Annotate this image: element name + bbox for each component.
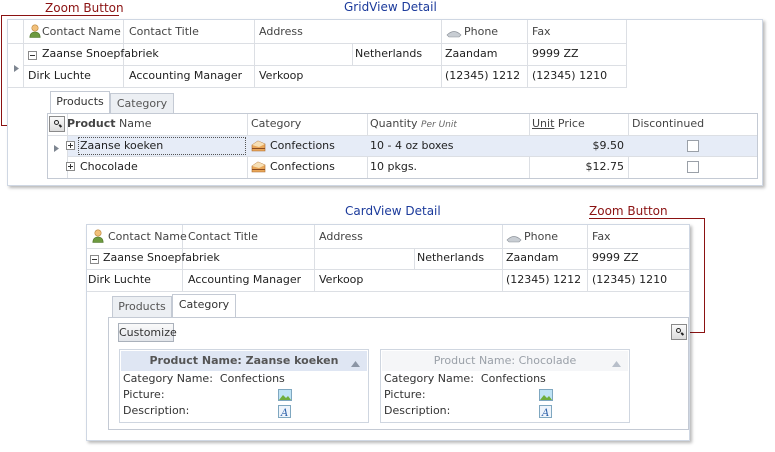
postal-code: 9999 ZZ <box>592 251 639 264</box>
card-zoom-button[interactable] <box>671 324 687 340</box>
address: Verkoop <box>259 69 304 82</box>
row-indicator-icon <box>14 62 19 72</box>
product-quantity: 10 pkgs. <box>370 160 418 173</box>
gridview-panel: Contact Name Contact Title Address Phone… <box>7 19 763 186</box>
collapse-master-row-button[interactable] <box>28 51 37 60</box>
expand-row-button[interactable] <box>66 141 75 150</box>
grid-zoom-callout-label: Zoom Button <box>45 1 124 15</box>
col-header-quantity[interactable]: Quantity Per Unit <box>370 117 457 130</box>
products-detail-grid: Product Name Category Quantity Per Unit … <box>47 113 758 179</box>
discontinued-checkbox[interactable] <box>687 161 699 173</box>
contact-person-icon <box>29 24 41 38</box>
col-header-contact-name[interactable]: Contact Name <box>42 25 121 38</box>
chevron-up-icon[interactable] <box>612 357 621 367</box>
country: Netherlands <box>355 47 423 60</box>
picture-icon <box>278 389 292 401</box>
card-title: Product Name: Zaanse koeken <box>121 351 367 371</box>
product-price: $12.75 <box>585 160 625 173</box>
company-name: Zaanse Snoepfabriek <box>42 47 159 60</box>
card-zoom-callout-underline <box>589 218 704 219</box>
cardview-detail-title: CardView Detail <box>345 204 441 218</box>
contact-title: Accounting Manager <box>129 69 243 82</box>
card-picture-label: Picture: <box>384 388 426 401</box>
product-category: Confections <box>270 139 335 152</box>
col-header-discontinued[interactable]: Discontinued <box>632 117 705 130</box>
discontinued-checkbox[interactable] <box>687 140 699 152</box>
focused-cell-border <box>78 137 246 155</box>
product-card[interactable]: Product Name: Zaanse koeken Category Nam… <box>119 349 369 423</box>
memo-icon: A <box>278 405 291 419</box>
card-view-area: Customize Product Name: Zaanse koeken Ca… <box>108 317 689 430</box>
card-zoom-callout-line-bottom <box>688 332 705 333</box>
country: Netherlands <box>417 251 485 264</box>
phone-icon <box>446 28 462 38</box>
contact-name: Dirk Luchte <box>88 273 151 286</box>
expand-row-button[interactable] <box>66 162 75 171</box>
grid-zoom-callout-line-left <box>1 15 2 125</box>
card-category-row: Category Name: Confections <box>384 372 546 385</box>
company-name: Zaanse Snoepfabriek <box>103 251 220 264</box>
phone-value: (12345) 1212 <box>506 273 582 286</box>
col-header-phone[interactable]: Phone <box>464 25 499 38</box>
product-name: Zaanse koeken <box>80 139 164 152</box>
product-price: $9.50 <box>592 139 625 152</box>
card-zoom-callout-label: Zoom Button <box>589 204 668 218</box>
cake-icon <box>250 159 267 174</box>
phone-icon <box>506 233 522 243</box>
collapse-master-row-button[interactable] <box>90 255 99 264</box>
svg-text:A: A <box>541 408 549 418</box>
magnifier-icon <box>54 120 59 125</box>
grid-zoom-callout-line-top <box>1 15 41 16</box>
product-category: Confections <box>270 160 335 173</box>
contact-person-icon <box>92 229 104 243</box>
col-header-fax[interactable]: Fax <box>532 25 551 38</box>
col-header-phone[interactable]: Phone <box>524 230 559 243</box>
card-zoom-callout-line-right <box>704 218 705 332</box>
card-description-label: Description: <box>384 404 451 417</box>
card-title: Product Name: Chocolade <box>382 351 628 371</box>
col-header-unit-price[interactable]: Unit Price <box>532 117 585 130</box>
fax-value: (12345) 1210 <box>532 69 608 82</box>
row-indicator-icon <box>54 142 59 152</box>
svg-text:A: A <box>280 408 288 418</box>
tab-products[interactable]: Products <box>112 296 172 317</box>
customize-button[interactable]: Customize <box>118 323 177 342</box>
phone-value: (12345) 1212 <box>445 69 521 82</box>
grid-zoom-button[interactable] <box>49 116 65 132</box>
col-header-address[interactable]: Address <box>319 230 363 243</box>
fax-value: (12345) 1210 <box>592 273 668 286</box>
picture-icon <box>539 389 553 401</box>
magnifier-icon <box>676 328 681 333</box>
city: Zaandam <box>445 47 498 60</box>
product-quantity: 10 - 4 oz boxes <box>370 139 454 152</box>
col-header-contact-name[interactable]: Contact Name <box>108 230 187 243</box>
contact-name: Dirk Luchte <box>28 69 91 82</box>
gridview-detail-title: GridView Detail <box>344 0 437 14</box>
cardview-panel: Contact Name Contact Title Address Phone… <box>86 224 690 441</box>
address: Verkoop <box>319 273 364 286</box>
col-header-address[interactable]: Address <box>259 25 303 38</box>
tab-products[interactable]: Products <box>50 91 110 114</box>
contact-title: Accounting Manager <box>188 273 302 286</box>
city: Zaandam <box>506 251 559 264</box>
grid-zoom-callout-underline <box>41 15 119 16</box>
col-header-contact-title[interactable]: Contact Title <box>188 230 258 243</box>
col-header-contact-title[interactable]: Contact Title <box>129 25 199 38</box>
col-header-product-name[interactable]: Product Name <box>67 117 152 130</box>
tab-category[interactable]: Category <box>172 294 236 317</box>
product-card[interactable]: Product Name: Chocolade Category Name: C… <box>380 349 630 423</box>
tab-category[interactable]: Category <box>110 93 174 114</box>
memo-icon: A <box>539 405 552 419</box>
col-header-category[interactable]: Category <box>251 117 302 130</box>
table-row[interactable] <box>68 136 757 156</box>
card-description-label: Description: <box>123 404 190 417</box>
chevron-up-icon[interactable] <box>351 357 360 367</box>
cake-icon <box>250 138 267 153</box>
card-picture-label: Picture: <box>123 388 165 401</box>
col-header-fax[interactable]: Fax <box>592 230 611 243</box>
product-name: Chocolade <box>80 160 138 173</box>
card-category-row: Category Name: Confections <box>123 372 285 385</box>
postal-code: 9999 ZZ <box>532 47 579 60</box>
